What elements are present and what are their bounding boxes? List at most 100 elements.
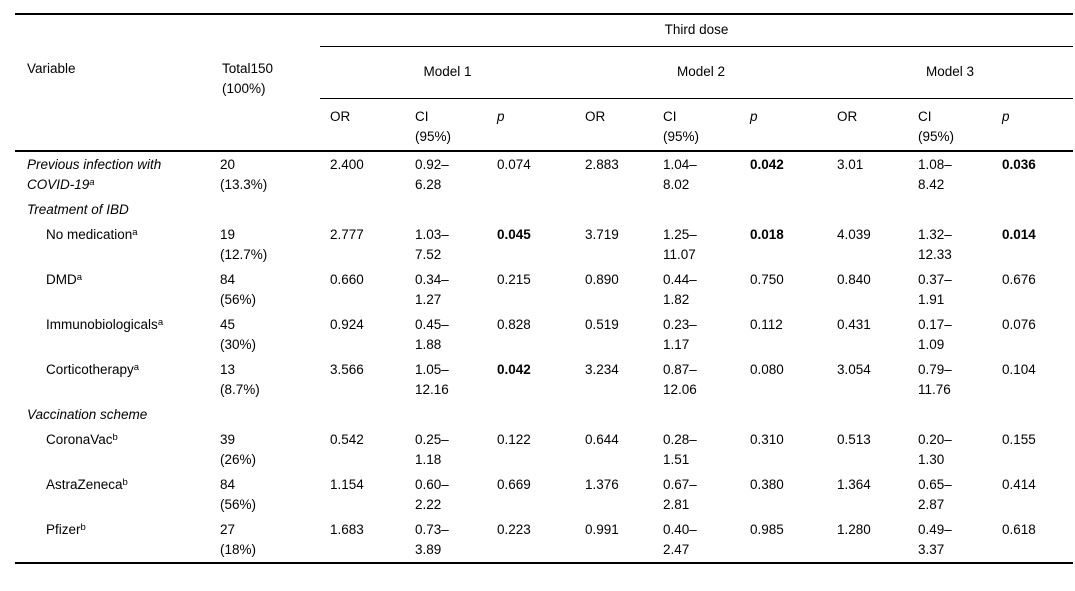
ci-cell-m1: 0.34– 1.27 [415, 272, 449, 307]
ci-cell-m2: 0.40– 2.47 [663, 522, 697, 557]
ci-cell-m3: 0.20– 1.30 [918, 432, 952, 467]
col-header-p-m3: p [992, 98, 1074, 152]
p-cell-m2: 0.042 [750, 157, 784, 172]
or-cell-m1: 2.777 [330, 227, 364, 242]
total-cell: 84 (56%) [220, 477, 257, 512]
p-cell-m1: 0.215 [497, 272, 531, 287]
ci-cell-m1: 0.60– 2.22 [415, 477, 449, 512]
variable-cell: Pfizerb [46, 521, 86, 537]
or-cell-m3: 0.513 [837, 432, 871, 447]
footnote-marker: a [76, 271, 83, 283]
p-cell-m1: 0.669 [497, 477, 531, 492]
or-cell-m2: 3.234 [585, 362, 619, 377]
variable-cell: CoronaVacb [46, 431, 118, 447]
ci-cell-m2: 0.28– 1.51 [663, 432, 697, 467]
variable-cell: DMDa [46, 271, 83, 287]
p-cell-m3: 0.618 [1002, 522, 1036, 537]
col-header-model1: Model 1 [320, 46, 575, 99]
ci-cell-m2: 0.87– 12.06 [663, 362, 697, 397]
variable-cell: Corticotherapya [46, 361, 140, 377]
or-cell-m2: 0.890 [585, 272, 619, 287]
p-cell-m3: 0.104 [1002, 362, 1036, 377]
total-header-line2: (100%) [222, 81, 266, 96]
or-cell-m2: 0.991 [585, 522, 619, 537]
or-cell-m1: 0.660 [330, 272, 364, 287]
or-cell-m3: 0.431 [837, 317, 871, 332]
col-header-or-m2: OR [575, 98, 653, 152]
col-header-model2: Model 2 [575, 46, 827, 99]
footnote-marker: a [133, 361, 140, 373]
col-header-or-m3: OR [827, 98, 908, 152]
variable-cell: Previous infection with COVID-19a [27, 157, 162, 192]
ci-cell-m1: 0.92– 6.28 [415, 157, 449, 192]
table-row-no-medication: No medicationa 19 (12.7%) 2.777 1.03– 7.52… [15, 222, 1073, 267]
p-cell-m2: 0.112 [750, 317, 783, 332]
p-cell-m2: 0.750 [750, 272, 784, 287]
footnote-marker: b [112, 431, 118, 443]
p-cell-m1: 0.122 [497, 432, 531, 447]
or-cell-m3: 4.039 [837, 227, 871, 242]
total-cell: 39 (26%) [220, 432, 257, 467]
variable-cell: AstraZenecab [46, 476, 128, 492]
section-row-treatment-of-ibd: Treatment of IBD [15, 197, 1073, 222]
ci-cell-m2: 1.25– 11.07 [663, 227, 697, 262]
total-header-line1: Total150 [222, 61, 274, 76]
ci-cell-m2: 0.44– 1.82 [663, 272, 697, 307]
col-header-variable: Variable [15, 46, 210, 152]
p-cell-m2: 0.018 [750, 227, 784, 242]
ci-cell-m3: 0.79– 11.76 [918, 362, 952, 397]
p-cell-m3: 0.155 [1002, 432, 1036, 447]
results-table: Third dose Variable Total150 (100%) Mode… [15, 13, 1074, 564]
col-header-ci-m3: CI (95%) [908, 98, 992, 152]
ci-cell-m1: 0.25– 1.18 [415, 432, 449, 467]
or-cell-m3: 3.054 [837, 362, 871, 377]
or-cell-m3: 1.280 [837, 522, 871, 537]
ci-cell-m1: 1.03– 7.52 [415, 227, 449, 262]
ci-cell-m3: 0.37– 1.91 [918, 272, 952, 307]
section-label: Vaccination scheme [27, 407, 148, 422]
table-row-previous-infection: Previous infection with COVID-19a 20 (13.… [15, 151, 1073, 197]
ci-cell-m3: 0.49– 3.37 [918, 522, 952, 557]
or-cell-m2: 2.883 [585, 157, 619, 172]
footnote-marker: b [122, 476, 128, 488]
col-header-p-m2: p [740, 98, 827, 152]
table-row-immunobiologicals: Immunobiologicalsa 45 (30%) 0.924 0.45– 1.… [15, 312, 1073, 357]
ci-cell-m1: 1.05– 12.16 [415, 362, 449, 397]
or-cell-m1: 0.924 [330, 317, 364, 332]
stat-header-row: OR CI (95%) p OR CI (95%) p OR CI (95%) p [15, 98, 1074, 152]
ci-cell-m3: 0.17– 1.09 [918, 317, 952, 352]
p-cell-m1: 0.828 [497, 317, 531, 332]
spanner-third-dose: Third dose [320, 14, 1074, 47]
ci-cell-m2: 0.23– 1.17 [663, 317, 697, 352]
footnote-marker: a [132, 226, 138, 238]
or-cell-m3: 0.840 [837, 272, 871, 287]
p-cell-m1: 0.074 [497, 157, 531, 172]
ci-cell-m3: 1.08– 8.42 [918, 157, 952, 192]
ci-cell-m1: 0.45– 1.88 [415, 317, 449, 352]
or-cell-m1: 1.154 [330, 477, 364, 492]
total-cell: 13 (8.7%) [220, 362, 260, 397]
col-header-model3: Model 3 [827, 46, 1074, 99]
section-row-vaccination-scheme: Vaccination scheme [15, 402, 1073, 427]
p-cell-m2: 0.310 [750, 432, 784, 447]
ci-cell-m2: 1.04– 8.02 [663, 157, 697, 192]
p-cell-m3: 0.414 [1002, 477, 1036, 492]
p-cell-m1: 0.045 [497, 227, 531, 242]
p-cell-m1: 0.042 [497, 362, 531, 377]
ci-cell-m3: 0.65– 2.87 [918, 477, 952, 512]
col-header-ci-m1: CI (95%) [405, 98, 487, 152]
p-cell-m2: 0.080 [750, 362, 784, 377]
footnote-marker: a [157, 316, 164, 328]
or-cell-m1: 0.542 [330, 432, 364, 447]
table-row-pfizer: Pfizerb 27 (18%) 1.683 0.73– 3.89 0.223 0.… [15, 517, 1073, 563]
total-cell: 20 (13.3%) [220, 157, 268, 192]
ci-cell-m2: 0.67– 2.81 [663, 477, 697, 512]
col-header-ci-m2: CI (95%) [653, 98, 740, 152]
or-cell-m3: 3.01 [837, 157, 864, 172]
or-cell-m2: 1.376 [585, 477, 619, 492]
blank-corner [15, 14, 320, 46]
or-cell-m2: 0.519 [585, 317, 619, 332]
variable-cell: No medicationa [46, 226, 138, 242]
p-cell-m2: 0.985 [750, 522, 784, 537]
col-header-or-m1: OR [320, 98, 405, 152]
